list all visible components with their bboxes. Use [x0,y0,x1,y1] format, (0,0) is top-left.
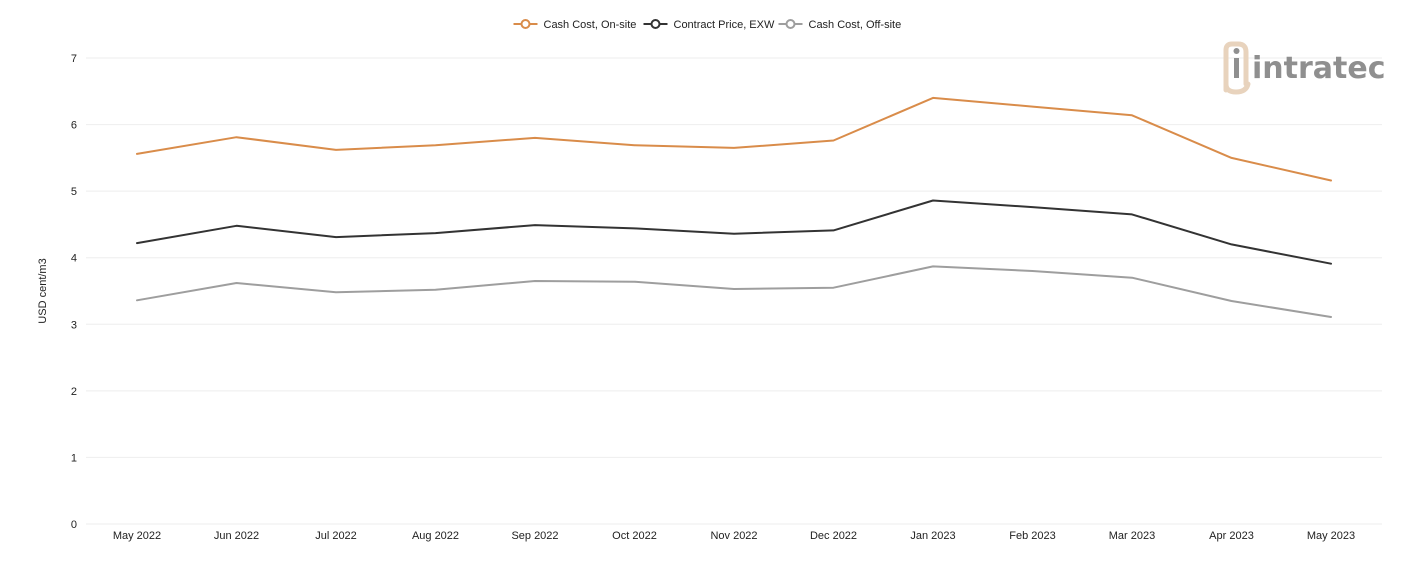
data-point[interactable] [1027,265,1039,277]
y-axis: 0 1 2 3 4 5 6 7 [71,53,77,531]
data-point[interactable] [1226,238,1238,250]
data-point[interactable] [131,294,143,306]
grid-lines [86,57,1382,525]
y-axis-title: USD cent/m3 [37,258,49,323]
data-point[interactable] [927,260,939,272]
x-tick-label: Dec 2022 [810,530,857,542]
data-point[interactable] [1226,152,1238,164]
series-line-2 [136,265,1332,318]
data-point[interactable] [1325,311,1337,323]
data-point[interactable] [1126,272,1138,284]
data-point[interactable] [1325,258,1337,270]
y-tick-label: 1 [71,452,77,464]
data-point[interactable] [1126,208,1138,220]
data-point[interactable] [330,144,342,156]
legend-marker-icon [785,19,796,29]
intratec-logo: intratec [1223,41,1386,95]
data-point[interactable] [330,231,342,243]
y-tick-label: 5 [71,186,77,198]
data-point[interactable] [728,228,740,240]
legend-label: Cash Cost, Off-site [809,19,902,31]
data-point[interactable] [1325,174,1337,186]
x-tick-label: May 2022 [113,530,161,542]
data-point[interactable] [330,286,342,298]
x-tick-label: Jan 2023 [910,530,955,542]
data-point[interactable] [828,282,840,294]
x-tick-label: Apr 2023 [1209,530,1254,542]
legend-item-1[interactable]: Contract Price, EXW [643,19,775,31]
series-lines [131,92,1337,323]
logo-text: intratec [1252,51,1386,86]
data-point[interactable] [828,135,840,147]
legend-item-2[interactable]: Cash Cost, Off-site [778,19,902,31]
x-tick-label: Jul 2022 [315,530,357,542]
y-tick-label: 7 [71,53,77,65]
data-point[interactable] [529,219,541,231]
data-point[interactable] [927,92,939,104]
legend-marker-icon [520,19,531,29]
data-point[interactable] [1226,295,1238,307]
x-tick-label: Sep 2022 [511,530,558,542]
series-line-0 [136,96,1332,182]
legend-label: Contract Price, EXW [674,19,775,31]
x-tick-label: Mar 2023 [1109,530,1155,542]
data-point[interactable] [629,139,641,151]
legend[interactable]: Cash Cost, On-site Contract Price, EXW Cas… [513,19,902,31]
data-point[interactable] [430,139,442,151]
data-point[interactable] [728,283,740,295]
data-point[interactable] [430,284,442,296]
y-tick-label: 3 [71,319,77,331]
data-point[interactable] [927,194,939,206]
data-point[interactable] [529,275,541,287]
y-tick-label: 4 [71,253,77,265]
data-point[interactable] [629,276,641,288]
data-point[interactable] [629,222,641,234]
data-point[interactable] [529,132,541,144]
x-tick-label: Nov 2022 [710,530,757,542]
data-point[interactable] [728,142,740,154]
x-tick-label: Aug 2022 [412,530,459,542]
data-point[interactable] [430,227,442,239]
data-point[interactable] [131,148,143,160]
data-point[interactable] [131,237,143,249]
x-tick-label: Feb 2023 [1009,530,1055,542]
x-tick-label: May 2023 [1307,530,1355,542]
x-axis: May 2022 Jun 2022 Jul 2022 Aug 2022 Sep 2022… [113,530,1355,542]
y-tick-label: 6 [71,120,77,132]
y-tick-label: 0 [71,519,77,531]
legend-label: Cash Cost, On-site [544,19,637,31]
logo-mark-icon [1223,41,1251,95]
legend-marker-icon [650,19,661,29]
data-point[interactable] [231,220,243,232]
data-point[interactable] [828,224,840,236]
series-line-1 [136,199,1332,265]
legend-item-0[interactable]: Cash Cost, On-site [513,19,637,31]
y-tick-label: 2 [71,386,77,398]
x-tick-label: Oct 2022 [612,530,657,542]
data-point[interactable] [231,277,243,289]
data-point[interactable] [1027,101,1039,113]
data-point[interactable] [1027,201,1039,213]
x-tick-label: Jun 2022 [214,530,259,542]
data-point[interactable] [1126,109,1138,121]
data-point[interactable] [231,131,243,143]
